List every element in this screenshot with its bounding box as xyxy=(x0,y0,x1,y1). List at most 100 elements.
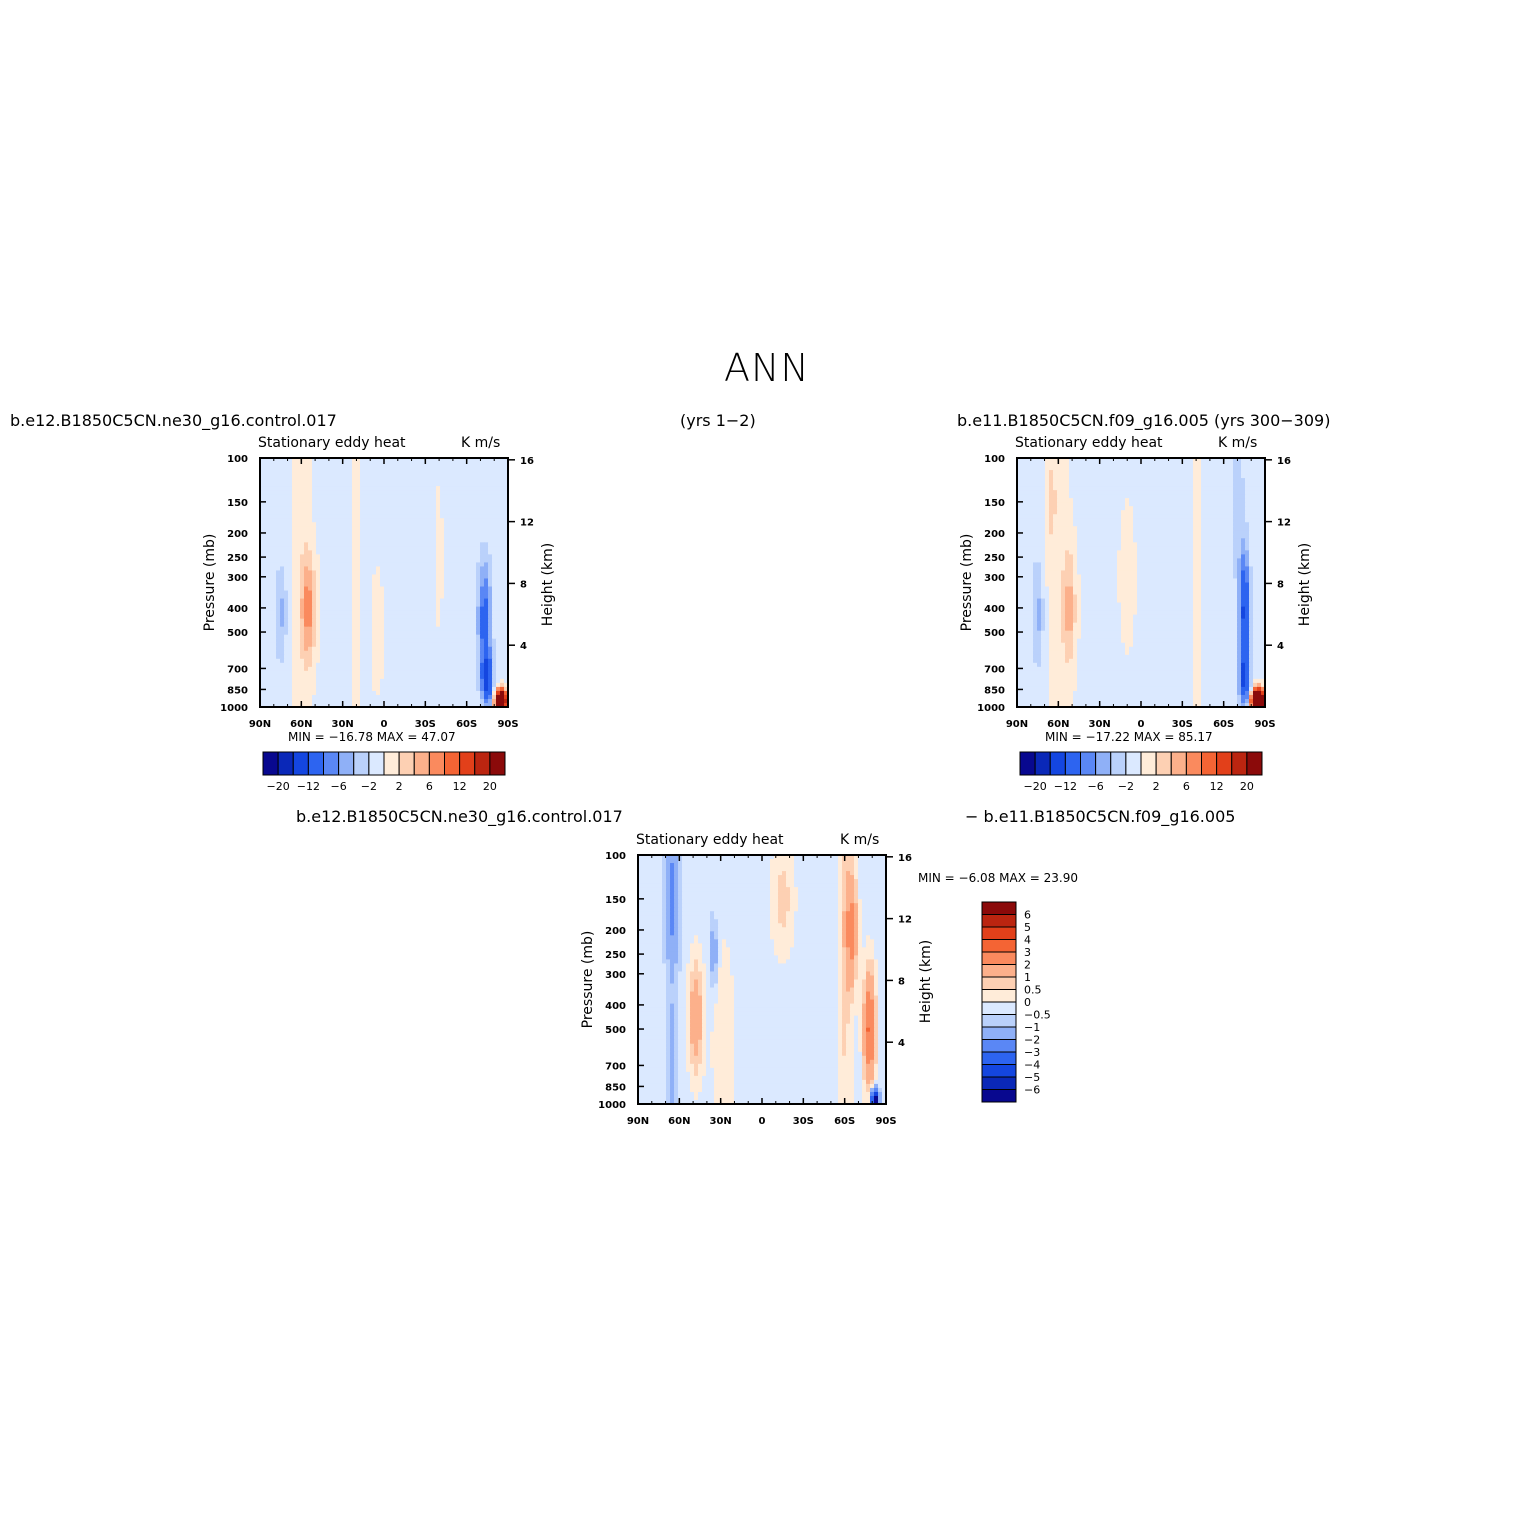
contour-cell xyxy=(340,570,345,576)
case-label-right: b.e11.B1850C5CN.f09_g16.005 (yrs 300−309… xyxy=(957,411,1331,430)
contour-cell xyxy=(460,466,465,471)
contour-cell xyxy=(376,678,381,684)
contour-cell xyxy=(364,554,369,560)
contour-cell xyxy=(284,530,289,535)
contour-cell xyxy=(436,690,441,696)
contour-cell xyxy=(332,594,337,600)
contour-cell xyxy=(492,622,497,628)
contour-cell xyxy=(1057,466,1062,471)
contour-cell xyxy=(384,678,389,684)
contour-cell xyxy=(316,538,321,543)
contour-cell xyxy=(1165,486,1170,491)
contour-cell xyxy=(292,558,297,564)
contour-cell xyxy=(484,486,489,491)
contour-cell xyxy=(392,646,397,652)
contour-cell xyxy=(416,574,421,580)
contour-cell xyxy=(504,650,508,656)
contour-cell xyxy=(416,530,421,535)
contour-cell xyxy=(1077,474,1082,479)
contour-cell xyxy=(452,498,457,503)
contour-cell xyxy=(1221,486,1226,491)
contour-cell xyxy=(364,698,369,704)
contour-cell xyxy=(404,642,409,648)
contour-cell xyxy=(412,486,417,491)
contour-cell xyxy=(316,698,321,704)
contour-cell xyxy=(320,602,325,608)
contour-cell xyxy=(1037,482,1042,487)
contour-cell xyxy=(1253,502,1258,507)
contour-cell xyxy=(352,594,357,600)
contour-cell xyxy=(384,494,389,499)
contour-cell xyxy=(488,486,493,491)
contour-cell xyxy=(292,526,297,531)
contour-cell xyxy=(1109,510,1114,515)
contour-cell xyxy=(1109,486,1114,491)
contour-cell xyxy=(420,526,425,531)
contour-cell xyxy=(1221,498,1226,503)
contour-cell xyxy=(456,570,461,576)
contour-cell xyxy=(484,510,489,515)
contour-cell xyxy=(340,678,345,684)
contour-cell xyxy=(444,562,449,568)
contour-cell xyxy=(452,526,457,531)
contour-cell xyxy=(328,686,333,692)
contour-cell xyxy=(424,502,429,507)
contour-cell xyxy=(296,478,301,483)
contour-cell xyxy=(296,662,301,668)
contour-cell xyxy=(280,534,285,539)
contour-cell xyxy=(456,598,461,604)
contour-cell xyxy=(1173,478,1178,483)
contour-cell xyxy=(412,594,417,600)
contour-cell xyxy=(388,622,393,628)
contour-cell xyxy=(288,654,293,660)
contour-cell xyxy=(504,610,508,616)
contour-cell xyxy=(260,478,265,483)
contour-cell xyxy=(352,554,357,560)
contour-cell xyxy=(368,658,373,664)
contour-cell xyxy=(460,482,465,487)
contour-cell xyxy=(368,518,373,523)
contour-cell xyxy=(1241,518,1246,523)
contour-cell xyxy=(360,502,365,507)
contour-cell xyxy=(436,514,441,519)
contour-cell xyxy=(436,478,441,483)
contour-cell xyxy=(464,538,469,543)
contour-cell xyxy=(1225,494,1230,499)
contour-cell xyxy=(1181,514,1186,519)
contour-cell xyxy=(1033,502,1038,507)
contour-cell xyxy=(352,614,357,620)
contour-cell xyxy=(392,486,397,491)
contour-cell xyxy=(1129,518,1134,523)
contour-cell xyxy=(1125,474,1130,479)
contour-cell xyxy=(1133,486,1138,491)
contour-cell xyxy=(408,522,413,527)
contour-cell xyxy=(444,678,449,684)
contour-cell xyxy=(1097,514,1102,519)
contour-cell xyxy=(1033,474,1038,479)
contour-cell xyxy=(268,538,273,543)
contour-cell xyxy=(360,650,365,656)
contour-cell xyxy=(344,586,349,592)
contour-cell xyxy=(1209,510,1214,515)
contour-cell xyxy=(356,686,361,692)
contour-cell xyxy=(396,474,401,479)
contour-cell xyxy=(364,562,369,568)
contour-cell xyxy=(332,566,337,572)
contour-cell xyxy=(476,514,481,519)
contour-cell xyxy=(320,674,325,680)
contour-cell xyxy=(264,674,269,680)
chart-panel-control-017: 90N 60N 30N 0 30S 60S 90S100150200250300400500… xyxy=(202,454,556,793)
contour-cell xyxy=(480,594,485,600)
contour-cell xyxy=(1097,502,1102,507)
contour-cell xyxy=(376,558,381,564)
contour-cell xyxy=(436,634,441,640)
contour-cell xyxy=(264,686,269,692)
contour-cell xyxy=(504,678,508,684)
contour-cell xyxy=(288,610,293,616)
contour-cell xyxy=(384,526,389,531)
contour-cell xyxy=(444,534,449,539)
contour-cell xyxy=(460,642,465,648)
contour-cell xyxy=(396,478,401,483)
contour-cell xyxy=(400,478,405,483)
contour-cell xyxy=(288,638,293,644)
